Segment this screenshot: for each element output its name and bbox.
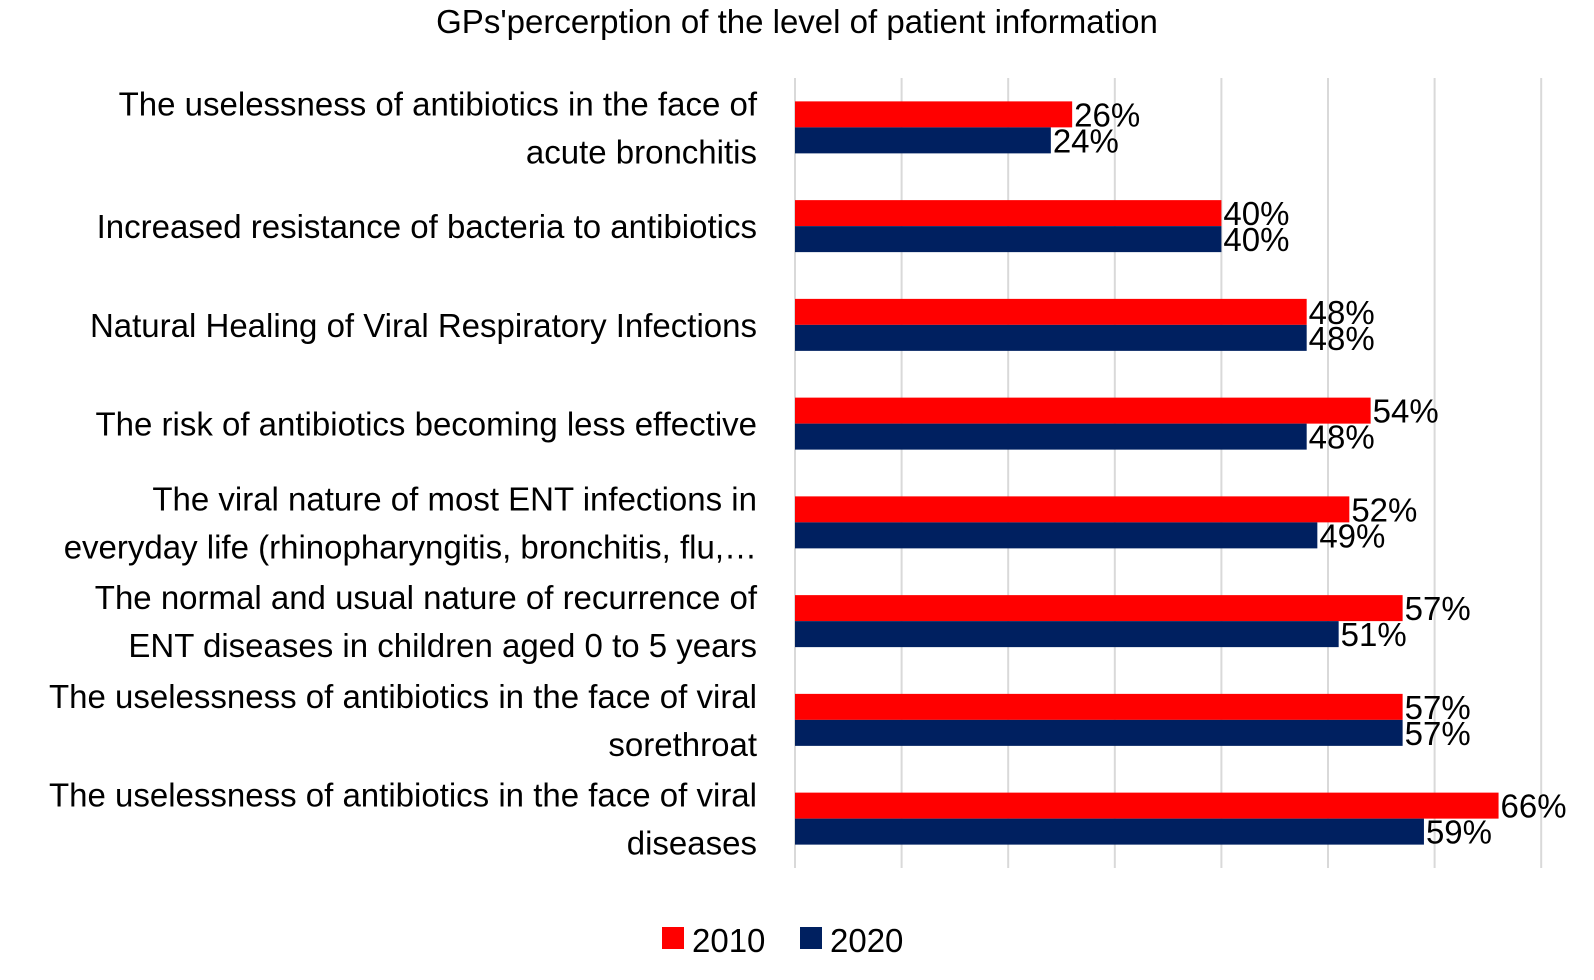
value-label: 57% bbox=[1405, 590, 1471, 627]
category-label: everyday life (rhinopharyngitis, bronchi… bbox=[64, 528, 757, 565]
bar-2010 bbox=[795, 298, 1307, 325]
bar-2020 bbox=[795, 522, 1318, 549]
category-labels: The uselessness of antibiotics in the fa… bbox=[49, 85, 758, 861]
bar-2010 bbox=[795, 792, 1499, 819]
legend-swatch bbox=[662, 927, 684, 949]
category-label: acute bronchitis bbox=[526, 133, 757, 170]
value-label: 40% bbox=[1223, 195, 1289, 232]
category-label: Natural Healing of Viral Respiratory Inf… bbox=[90, 307, 757, 344]
bar-2020 bbox=[795, 423, 1307, 450]
category-label: The uselessness of antibiotics in the fa… bbox=[49, 678, 757, 715]
bar-2010 bbox=[795, 693, 1403, 720]
value-label: 40% bbox=[1223, 221, 1289, 258]
bar-2020 bbox=[795, 127, 1051, 154]
category-label: The uselessness of antibiotics in the fa… bbox=[49, 777, 757, 814]
value-label: 48% bbox=[1309, 294, 1375, 331]
category-label: sorethroat bbox=[608, 726, 757, 763]
bar-2020 bbox=[795, 621, 1339, 648]
value-label: 59% bbox=[1426, 814, 1492, 851]
bar-2020 bbox=[795, 226, 1222, 253]
value-label: 51% bbox=[1341, 616, 1407, 653]
bar-2020 bbox=[795, 719, 1403, 746]
value-label: 48% bbox=[1309, 320, 1375, 357]
bar-2010 bbox=[795, 397, 1371, 424]
category-label: The viral nature of most ENT infections … bbox=[152, 480, 757, 517]
category-label: The uselessness of antibiotics in the fa… bbox=[119, 85, 758, 122]
legend: 2010 2020 bbox=[662, 922, 903, 959]
value-label: 48% bbox=[1309, 419, 1375, 456]
chart-title: GPs'percerption of the level of patient … bbox=[436, 3, 1158, 40]
value-label: 49% bbox=[1319, 517, 1385, 554]
value-label: 26% bbox=[1074, 96, 1140, 133]
value-labels: 26%24%40%40%48%48%54%48%52%49%57%51%57%5… bbox=[1053, 96, 1567, 850]
value-label: 66% bbox=[1501, 788, 1567, 825]
bar-2020 bbox=[795, 818, 1424, 845]
category-label: The normal and usual nature of recurrenc… bbox=[95, 579, 758, 616]
legend-label: 2010 bbox=[692, 922, 765, 959]
value-label: 54% bbox=[1373, 393, 1439, 430]
bars bbox=[795, 101, 1499, 845]
value-label: 24% bbox=[1053, 122, 1119, 159]
category-label: The risk of antibiotics becoming less ef… bbox=[95, 406, 757, 443]
category-label: diseases bbox=[627, 825, 757, 862]
bar-2020 bbox=[795, 324, 1307, 351]
value-label: 57% bbox=[1405, 689, 1471, 726]
value-label: 52% bbox=[1351, 491, 1417, 528]
bar-2010 bbox=[795, 496, 1350, 523]
bar-2010 bbox=[795, 101, 1073, 128]
category-label: Increased resistance of bacteria to anti… bbox=[97, 208, 757, 245]
legend-label: 2020 bbox=[830, 922, 903, 959]
value-label: 57% bbox=[1405, 715, 1471, 752]
bar-2010 bbox=[795, 595, 1403, 622]
bar-2010 bbox=[795, 200, 1222, 227]
legend-swatch bbox=[800, 927, 822, 949]
category-label: ENT diseases in children aged 0 to 5 yea… bbox=[128, 627, 757, 664]
